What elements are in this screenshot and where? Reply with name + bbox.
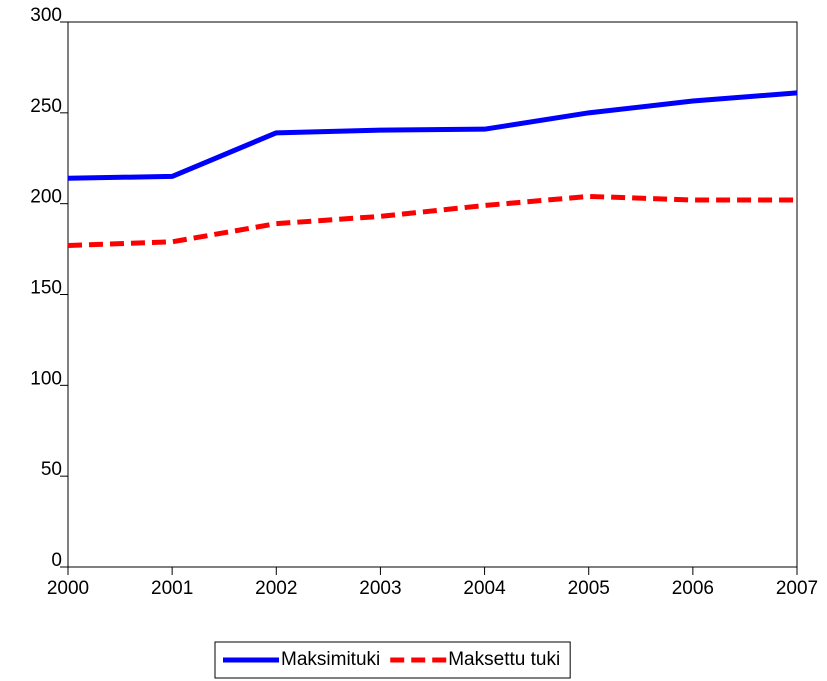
legend-label: Maksimituki [281, 649, 380, 670]
x-tick-label: 2006 [672, 578, 714, 599]
x-tick-label: 2002 [255, 578, 297, 599]
x-tick-label: 2007 [776, 578, 818, 599]
x-tick-label: 2000 [47, 578, 89, 599]
series-line [67, 193, 797, 248]
y-tick-label: 300 [30, 5, 62, 26]
y-tick-label: 250 [30, 96, 62, 117]
y-tick-label: 50 [41, 459, 62, 480]
legend-box [214, 641, 571, 679]
x-tick-label: 2001 [151, 578, 193, 599]
x-tick-label: 2005 [568, 578, 610, 599]
series-line [67, 90, 798, 181]
y-tick-label: 150 [30, 278, 62, 299]
y-tick-label: 100 [30, 368, 62, 389]
legend: Maksimituki Maksettu tuki [214, 641, 571, 679]
legend-label: Maksettu tuki [448, 649, 560, 670]
y-tick-label: 0 [51, 550, 62, 571]
y-tick-label: 200 [30, 187, 62, 208]
x-tick-label: 2003 [359, 578, 401, 599]
x-tick-label: 2004 [463, 578, 506, 599]
